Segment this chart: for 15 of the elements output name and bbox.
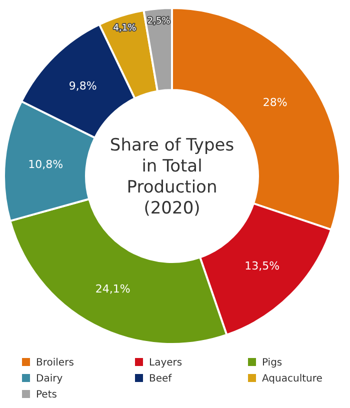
data-label: 28%: [262, 96, 288, 109]
data-label: 4,1%: [113, 23, 137, 34]
legend-label: Layers: [149, 358, 182, 368]
legend-label: Beef: [149, 374, 172, 384]
legend-label: Dairy: [36, 374, 63, 384]
data-label: 13,5%: [244, 259, 280, 272]
data-label: 24,1%: [95, 282, 130, 296]
text: Share of Types in Total Production (2020): [110, 135, 234, 218]
legend-label: Aquaculture: [262, 374, 322, 384]
legend-label: Broilers: [36, 358, 74, 368]
data-label: 10,8%: [28, 158, 64, 171]
data-label: 9,8%: [68, 79, 97, 92]
legend-label: Pigs: [262, 358, 282, 368]
legend-label: Pets: [36, 390, 57, 400]
data-label: 2,5%: [147, 16, 171, 27]
